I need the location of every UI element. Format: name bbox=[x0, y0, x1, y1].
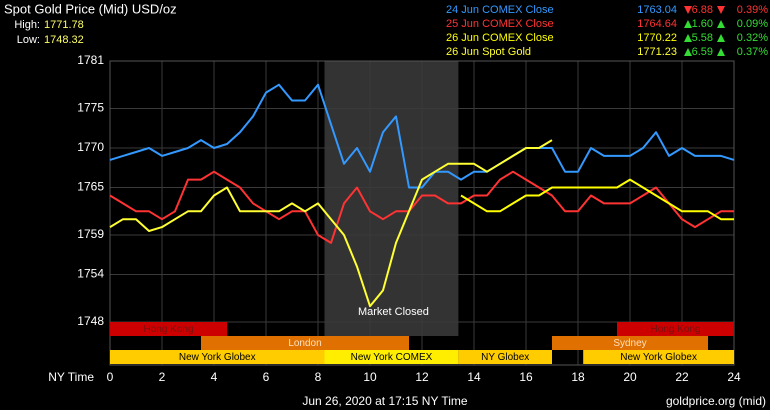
y-tick-label: 1765 bbox=[77, 180, 104, 194]
series-line bbox=[109, 170, 734, 244]
y-tick-label: 1759 bbox=[77, 227, 104, 241]
series-line bbox=[460, 178, 734, 221]
legend-change: 6.88 bbox=[692, 4, 713, 16]
session-label: Hong Kong bbox=[143, 324, 193, 335]
legend-change: 6.59 bbox=[692, 46, 713, 58]
legend-change: 5.58 bbox=[692, 32, 713, 44]
session-label: New York COMEX bbox=[351, 352, 433, 363]
high-label: High: bbox=[14, 19, 40, 31]
x-axis-label: NY Time bbox=[48, 370, 94, 384]
legend-close: 1763.04 bbox=[637, 4, 677, 16]
series-line bbox=[109, 83, 735, 189]
footer: Jun 26, 2020 at 17:15 NY Time bbox=[302, 394, 468, 408]
legend-name: 26 Jun Spot Gold bbox=[446, 46, 531, 58]
y-tick-label: 1748 bbox=[77, 314, 104, 328]
legend-name: 25 Jun COMEX Close bbox=[446, 18, 554, 30]
change-arrow bbox=[684, 20, 692, 28]
change-arrow bbox=[684, 48, 692, 56]
legend-pct: 0.39% bbox=[737, 4, 768, 16]
y-tick-label: 1781 bbox=[77, 53, 104, 67]
annotation: Market Closed bbox=[358, 306, 429, 318]
session-label: Sydney bbox=[613, 338, 646, 349]
legend-pct: 0.37% bbox=[737, 46, 768, 58]
session-bar bbox=[110, 350, 325, 364]
x-tick-label: 20 bbox=[623, 370, 637, 384]
chart-title: Spot Gold Price (Mid) USD/oz bbox=[4, 1, 177, 16]
pct-arrow bbox=[717, 20, 725, 28]
x-tick-label: 0 bbox=[107, 370, 114, 384]
pct-arrow bbox=[717, 48, 725, 56]
session-label: Hong Kong bbox=[650, 324, 700, 335]
session-label: New York Globex bbox=[179, 352, 256, 363]
x-tick-label: 2 bbox=[159, 370, 166, 384]
change-arrow bbox=[684, 6, 692, 14]
low-value: 1748.32 bbox=[44, 34, 84, 46]
y-tick-label: 1754 bbox=[77, 267, 104, 281]
change-arrow bbox=[684, 34, 692, 42]
pct-arrow bbox=[717, 34, 725, 42]
x-tick-label: 10 bbox=[363, 370, 377, 384]
x-tick-label: 22 bbox=[675, 370, 689, 384]
session-label: NY Globex bbox=[481, 352, 529, 363]
session-bar bbox=[201, 336, 409, 350]
legend-close: 1764.64 bbox=[637, 18, 677, 30]
x-tick-label: 4 bbox=[211, 370, 218, 384]
x-tick-label: 18 bbox=[571, 370, 585, 384]
plot-frame bbox=[109, 60, 735, 366]
x-tick-label: 24 bbox=[727, 370, 741, 384]
session-label: New York Globex bbox=[620, 352, 697, 363]
session-label: London bbox=[288, 338, 321, 349]
y-tick-label: 1770 bbox=[77, 140, 104, 154]
session-bar bbox=[552, 336, 708, 350]
x-tick-label: 6 bbox=[263, 370, 270, 384]
session-bar bbox=[617, 322, 734, 336]
x-tick-label: 14 bbox=[467, 370, 481, 384]
legend-pct: 0.09% bbox=[737, 18, 768, 30]
legend-change: 1.60 bbox=[692, 18, 713, 30]
legend-name: 26 Jun COMEX Close bbox=[446, 32, 554, 44]
pct-arrow bbox=[717, 6, 725, 14]
session-bar bbox=[324, 350, 459, 364]
legend-close: 1770.22 bbox=[637, 32, 677, 44]
session-bar bbox=[458, 350, 552, 364]
series-line bbox=[109, 139, 553, 308]
high-value: 1771.78 bbox=[44, 19, 84, 31]
x-tick-label: 8 bbox=[315, 370, 322, 384]
session-bar bbox=[110, 322, 227, 336]
source: goldprice.org (mid) bbox=[666, 394, 766, 408]
legend-name: 24 Jun COMEX Close bbox=[446, 4, 554, 16]
legend-pct: 0.32% bbox=[737, 32, 768, 44]
x-tick-label: 12 bbox=[415, 370, 429, 384]
x-tick-label: 16 bbox=[519, 370, 533, 384]
legend-close: 1771.23 bbox=[637, 46, 677, 58]
session-bar bbox=[583, 350, 734, 364]
low-label: Low: bbox=[17, 34, 40, 46]
y-tick-label: 1775 bbox=[77, 101, 104, 115]
